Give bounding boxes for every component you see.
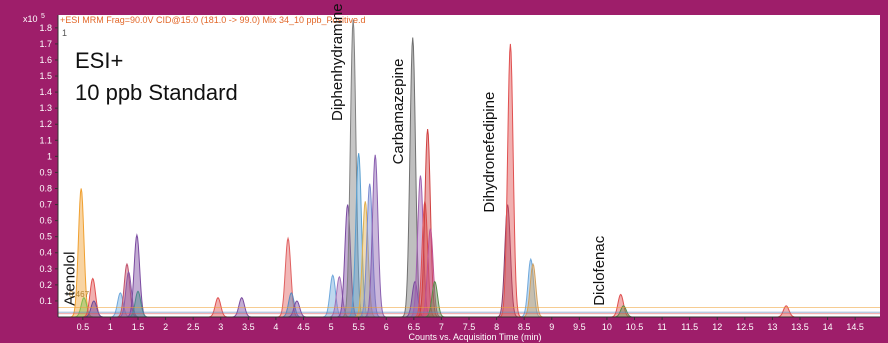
peak-11 [276,236,300,318]
annotation-dihydronefedipine: Dihydronefedipine [481,92,498,213]
x-axis-label: Counts vs. Acquisition Time (min) [408,332,541,342]
y-tick-label: 1 [47,151,52,161]
y-tick-label: 1.2 [39,119,52,129]
x-tick-label: 5 [329,322,334,332]
axis-layer: 0.5 1 1.5 2 2.5 3 3.5 4 4.5 5 5.5 6 6.5 7 7.5 8 8.5 9 9.5 1… [39,15,880,332]
y-tick-label: 1.5 [39,71,52,81]
annotation-carbamazepine: Carbamazepine [390,58,407,164]
peak-5 [115,262,139,318]
x-tick-label: 7 [439,322,444,332]
peak-26 [416,128,440,318]
y-tick-label: 0.6 [39,216,52,226]
rt-annotation: 0.467 [69,290,90,299]
x-tick-label: 5.5 [352,322,365,332]
peak-30 [498,43,522,318]
y-tick-label: 0.2 [39,280,52,290]
x-tick-label: 9 [549,322,554,332]
peak-20 [358,183,382,318]
x-tick-label: 8 [494,322,499,332]
corner-marker: 1 [62,28,67,38]
annotation-diclofenac: Diclofenac [591,235,608,306]
chart-header: +ESI MRM Frag=90.0V CID@15.0 (181.0 -> 9… [60,15,366,25]
y-tick-label: 0.1 [39,296,52,306]
title-line2: 10 ppb Standard [75,80,238,105]
y-multiplier: x10 [23,14,38,24]
x-tick-label: 0.5 [77,322,90,332]
y-tick-label: 0.7 [39,200,52,210]
y-exponent: 5 [41,13,45,20]
x-tick-label: 4.5 [297,322,310,332]
x-tick-label: 8.5 [518,322,531,332]
annotation-atenolol: Atenolol [62,252,79,306]
y-tick-label: 0.9 [39,167,52,177]
x-tick-label: 3 [218,322,223,332]
x-tick-label: 1.5 [132,322,145,332]
x-tick-label: 14.5 [846,322,864,332]
y-tick-label: 1.4 [39,87,52,97]
x-tick-label: 2.5 [187,322,200,332]
peak-31 [519,257,543,318]
peak-29 [496,204,520,318]
y-tick-label: 0.8 [39,183,52,193]
y-tick-label: 1.7 [39,39,52,49]
annotation-layer: Atenolol Diphenhydramine Carbamazepine Dihy… [62,3,609,305]
peak-27 [418,228,442,318]
x-tick-label: 9.5 [573,322,586,332]
y-tick-label: 1.8 [39,23,52,33]
baseline-layer [58,306,880,315]
x-tick-label: 11 [657,322,666,332]
x-tick-label: 6.5 [408,322,421,332]
y-tick-label: 0.4 [39,248,52,258]
x-tick-label: 10 [602,322,612,332]
annotation-diphenhydramine: Diphenhydramine [329,3,346,121]
x-tick-label: 7.5 [463,322,476,332]
peak-0 [69,188,93,318]
x-tick-label: 14 [823,322,833,332]
x-tick-label: 12 [712,322,722,332]
y-tick-label: 1.1 [39,135,52,145]
peak-32 [521,262,545,318]
x-tick-label: 6 [384,322,389,332]
x-tick-label: 1 [108,322,113,332]
peak-19 [353,201,377,318]
x-tick-label: 11.5 [681,322,698,332]
x-tick-label: 12.5 [736,322,754,332]
title-line1: ESI+ [75,48,123,73]
x-tick-label: 13.5 [791,322,809,332]
y-tick-label: 1.3 [39,103,52,113]
x-tick-label: 4 [273,322,278,332]
y-tick-label: 0.5 [39,232,52,242]
x-tick-label: 13 [767,322,777,332]
plot-area [58,15,880,317]
y-tick-label: 0.3 [39,264,52,274]
y-tick-label: 1.6 [39,55,52,65]
x-tick-label: 2 [163,322,168,332]
x-tick-label: 3.5 [242,322,255,332]
x-tick-label: 10.5 [626,322,644,332]
